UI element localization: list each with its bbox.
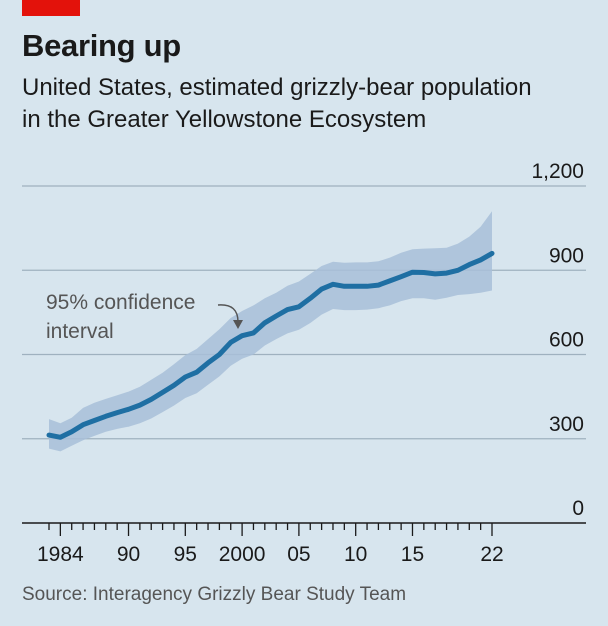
subtitle-line-2: in the Greater Yellowstone Ecosystem <box>22 106 427 133</box>
y-tick-label: 900 <box>549 244 584 267</box>
x-tick-label: 2000 <box>219 543 266 566</box>
brand-red-tab <box>22 0 80 16</box>
y-tick-labels: 0 300 600 900 1,200 <box>531 160 584 520</box>
x-tick-label: 95 <box>174 543 197 566</box>
y-tick-label: 300 <box>549 413 584 436</box>
x-tick-label: 05 <box>287 543 310 566</box>
subtitle-line-1: United States, estimated grizzly-bear po… <box>22 74 532 101</box>
y-tick-label: 600 <box>549 329 584 352</box>
x-tick-label: 15 <box>401 543 424 566</box>
chart-subtitle: United States, estimated grizzly-bear po… <box>22 72 602 136</box>
y-tick-label: 0 <box>572 497 584 520</box>
source-note: Source: Interagency Grizzly Bear Study T… <box>22 584 407 605</box>
annotation-line-1: 95% confidence <box>46 291 195 314</box>
chart-title: Bearing up <box>22 28 181 63</box>
x-tick-label: 90 <box>117 543 140 566</box>
annotation-arrowhead <box>233 320 243 329</box>
population-line <box>46 250 495 440</box>
annotation-arrow <box>217 304 239 323</box>
x-axis: 1984 90 95 2000 05 10 15 22 <box>22 522 586 566</box>
x-tick-label: 10 <box>344 543 367 566</box>
x-tick-label: 22 <box>480 543 503 566</box>
y-tick-label: 1,200 <box>531 160 584 183</box>
annotation-line-2: interval <box>46 320 114 343</box>
x-tick-label: 1984 <box>37 543 84 566</box>
